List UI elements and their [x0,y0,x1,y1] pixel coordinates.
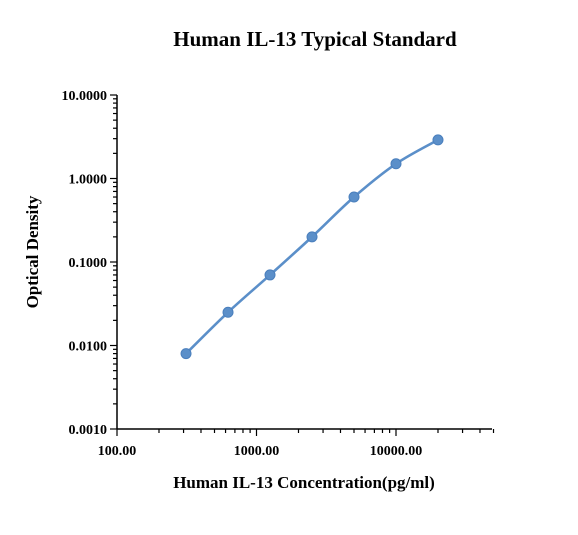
data-point [222,306,234,318]
fit-curve [184,138,440,355]
data-point [348,191,360,203]
x-axis-label: Human IL-13 Concentration(pg/ml) [173,473,435,492]
y-tick-label: 0.0010 [69,423,108,438]
data-point [306,231,318,243]
data-point [390,158,402,170]
chart-title: Human IL-13 Typical Standard [173,27,457,51]
x-tick-label: 10000.00 [370,444,423,459]
x-tick-label: 100.00 [98,444,137,459]
y-tick-label: 1.0000 [69,173,108,188]
data-point [264,269,276,281]
data-point [180,348,192,360]
x-tick-label: 1000.00 [234,444,280,459]
y-tick-label: 0.0100 [69,340,108,355]
y-tick-label: 0.1000 [69,256,108,271]
plot-area: 0.0010 0.0100 0.1000 1.0000 10.0000 100.00 100… [62,89,495,459]
y-tick-label: 10.0000 [62,89,108,104]
y-axis-label: Optical Density [23,195,42,308]
data-point [432,134,444,146]
